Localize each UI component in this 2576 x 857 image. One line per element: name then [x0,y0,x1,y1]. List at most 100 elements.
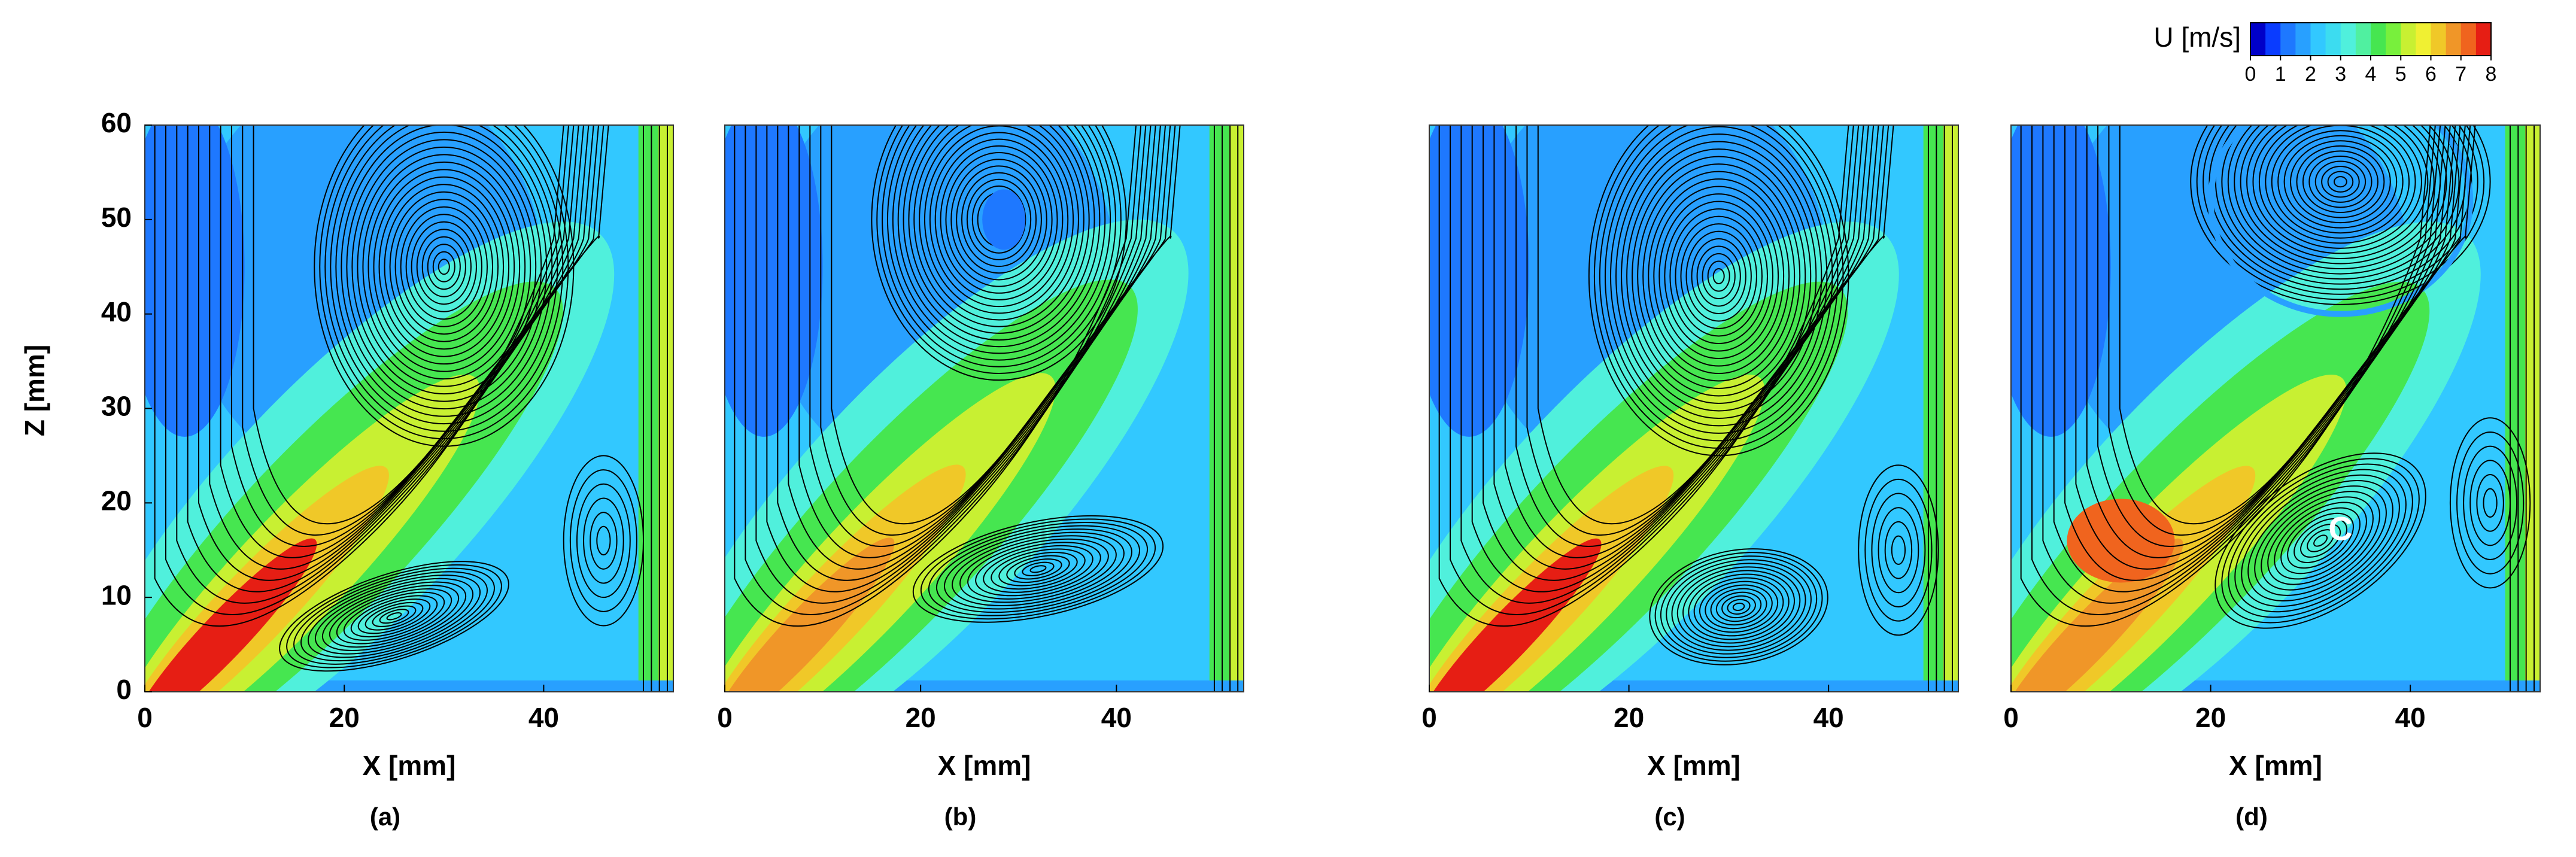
streamline [2314,160,2367,203]
y-tick-label: 10 [101,579,132,610]
streamline [405,214,482,320]
x-tick-label: 0 [137,702,153,733]
streamline [1637,163,1801,389]
streamline [2247,479,2393,601]
streamline [892,125,1106,354]
streamline [335,125,553,417]
streamline [1626,148,1812,404]
streamline [929,132,1069,308]
streamline [1648,178,1790,374]
streamline [2261,491,2380,591]
streamline [2267,496,2374,585]
streamline [1691,238,1746,315]
colorbar-tick-label: 6 [2425,63,2437,86]
x-tick-label: 20 [906,702,936,733]
streamline [421,236,466,297]
streamline [2463,445,2518,561]
streamline [903,125,1095,341]
colorbar-tick-label: 3 [2335,63,2346,86]
streamline [1642,171,1796,382]
x-tick-label: 0 [717,702,733,733]
streamline [2234,469,2407,613]
streamline [919,125,1079,321]
streamline [2254,485,2387,596]
streamline [2449,417,2531,589]
streamline [1664,200,1774,352]
plot-frame [1429,124,1959,692]
streamline [2196,125,2485,300]
streamline [983,545,1093,593]
streamline [1460,125,1860,604]
colorbar-swatch [2355,23,2371,56]
streamline [154,125,564,627]
streamline [1660,555,1818,658]
streamline [956,165,1042,274]
streamline [329,585,460,648]
streamline [935,525,1141,613]
streamline [198,125,585,581]
streamline [1721,595,1756,619]
streamline [908,125,1090,334]
streamline [943,528,1132,610]
streamline [378,176,510,357]
colorbar-swatch [2460,23,2477,56]
streamline [1891,535,1906,565]
streamline [1014,558,1062,580]
jet-region [725,537,895,692]
streamline [2277,130,2404,234]
streamline [2321,166,2360,198]
x-tick-label: 20 [1614,702,1644,733]
streamline [576,483,631,598]
streamline [307,575,481,658]
streamline [991,548,1086,590]
streamline [373,169,515,365]
colorbar-tick-label: 0 [2245,63,2256,86]
x-axis-label: X [mm] [1647,750,1740,781]
streamline [2053,125,2446,592]
streamline [2203,125,2478,295]
low-speed-region [2011,125,2111,437]
streamline [959,535,1117,603]
streamline [1666,559,1812,655]
colorbar-swatch [2325,23,2341,56]
streamline [1006,555,1070,584]
streamline [777,125,1156,581]
streamline [2265,125,2416,244]
panel-label: (c) [1654,803,1685,831]
colorbar-swatch [2401,23,2416,56]
jet-region [1429,538,1602,692]
x-tick-label: 0 [2003,702,2019,733]
colorbar-tick-label: 1 [2275,63,2286,86]
wall-jet [658,125,673,692]
streamline [945,152,1053,287]
colorbar-tick-label: 5 [2395,63,2407,86]
streamline [1710,588,1767,626]
colorbar-title: U [m/s] [2153,22,2241,53]
streamline [2308,155,2373,208]
low-speed-region [1429,125,1529,437]
streamline [1029,565,1047,573]
streamline [1675,215,1763,337]
streamline [2313,534,2328,547]
streamline [1438,125,1849,627]
streamline [1707,260,1730,292]
streamline [1450,125,1854,615]
colorbar-tick-label: 7 [2455,63,2466,86]
streamline [971,185,1026,254]
streamline [1658,193,1779,359]
streamline [2258,125,2422,249]
contour-field [1429,125,1958,692]
streamline [2307,529,2335,552]
colorbar-swatch [2416,23,2431,56]
streamline [583,497,624,584]
streamline [362,154,526,380]
vortex-core [982,189,1026,250]
low-speed-region [725,125,823,437]
streamline [734,125,1137,627]
streamline [1621,141,1817,412]
colorbar-tick-label: 8 [2486,63,2497,86]
streamline [351,139,537,395]
streamline [279,561,509,672]
streamline [913,125,1085,327]
streamline [596,525,611,556]
